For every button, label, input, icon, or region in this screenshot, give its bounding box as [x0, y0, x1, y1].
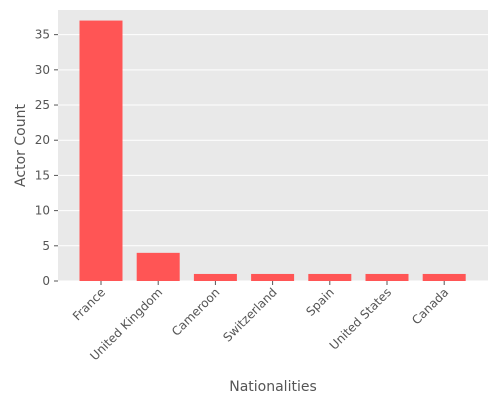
bar — [79, 20, 123, 281]
y-tick-label: 20 — [35, 133, 50, 147]
y-axis-label: Actor Count — [13, 104, 29, 187]
x-tick-label: Spain — [303, 285, 337, 319]
bar — [308, 273, 352, 281]
x-tick-label: United States — [327, 285, 394, 352]
y-tick-label: 30 — [35, 63, 50, 77]
bar — [365, 273, 409, 281]
bar — [251, 273, 295, 281]
bar — [422, 273, 466, 281]
x-axis-label: Nationalities — [229, 379, 317, 395]
bar — [136, 252, 180, 281]
y-axis-ticks: 0 5 10 15 20 25 30 35 — [35, 28, 58, 288]
y-tick-label: 25 — [35, 98, 50, 112]
y-tick-label: 5 — [42, 239, 50, 253]
y-tick-label: 15 — [35, 168, 50, 182]
y-tick-label: 10 — [35, 204, 50, 218]
y-tick-label: 0 — [42, 274, 50, 288]
x-tick-label: Canada — [409, 285, 451, 327]
x-tick-label: Cameroon — [169, 285, 223, 339]
bar — [193, 273, 237, 281]
bars — [79, 20, 466, 281]
gridlines — [58, 34, 488, 282]
x-tick-label: Switzerland — [220, 285, 279, 344]
x-tick-label: France — [70, 285, 108, 323]
y-tick-label: 35 — [35, 28, 50, 42]
plot-area — [58, 10, 488, 281]
